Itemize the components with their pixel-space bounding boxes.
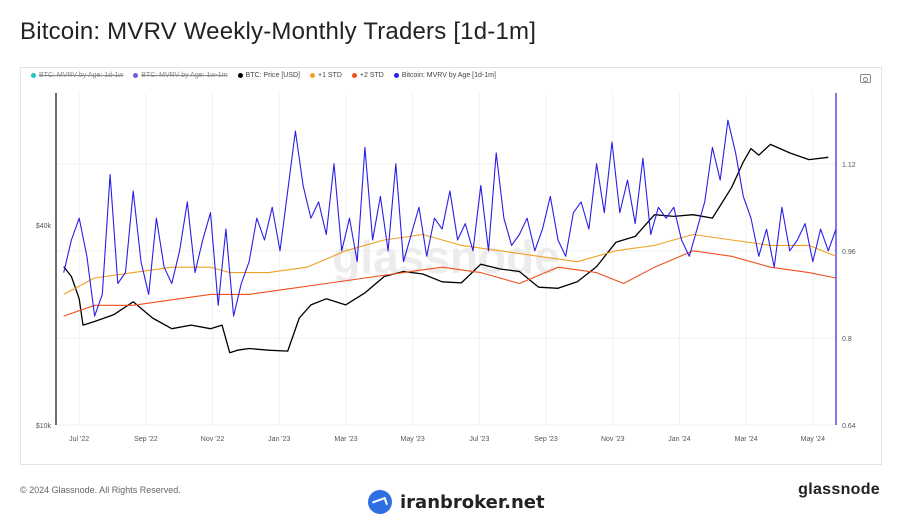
glassnode-logo-text: glassnode [798, 481, 880, 498]
x-tick-label: Jul '22 [69, 436, 89, 443]
legend-label: +1 STD [317, 72, 342, 79]
x-tick-label: May '23 [401, 436, 425, 443]
legend-dot-icon [237, 73, 243, 78]
page-title: Bitcoin: MVRV Weekly-Monthly Traders [1d… [20, 18, 537, 45]
center-brand[interactable]: iranbroker.net [368, 490, 545, 514]
chart-svg: Jul '22 Sep '22 Nov '22 Jan '23 Mar '23 May '… [36, 93, 856, 443]
y-left-tick-label: $10k [36, 423, 52, 430]
y-left-tick-label: $40k [36, 223, 52, 230]
broker-logo-icon [368, 490, 392, 514]
x-tick-label: Jan '24 [668, 436, 690, 443]
legend-dot-icon [309, 73, 315, 78]
series-line-2 [63, 250, 837, 317]
x-tick-label: Jan '23 [268, 436, 290, 443]
legend-label: BTC: MVRV by Age: 1w-1m [141, 72, 228, 79]
x-tick-label: Mar '23 [334, 436, 357, 443]
legend-item-4[interactable]: +2 STD [351, 72, 384, 79]
broker-brand-text: iranbroker.net [400, 491, 545, 513]
legend-dot-icon [351, 73, 357, 78]
legend-dot-icon [393, 73, 399, 78]
legend-item-1[interactable]: BTC: MVRV by Age: 1w-1m [133, 72, 228, 79]
series-line-3 [63, 119, 837, 317]
x-tick-label: Mar '24 [735, 436, 758, 443]
x-tick-label: Sep '22 [134, 436, 158, 443]
legend-label: BTC: Price [USD] [245, 72, 300, 79]
x-tick-label: Nov '22 [201, 436, 225, 443]
y-right-tick-label: 0.96 [842, 249, 856, 256]
legend-item-5[interactable]: Bitcoin: MVRV by Age [1d-1m] [393, 72, 496, 79]
x-tick-label: May '24 [801, 436, 825, 443]
legend-dot-icon [133, 73, 139, 78]
x-tick-label: Sep '23 [534, 436, 558, 443]
copyright-text: © 2024 Glassnode. All Rights Reserved. [20, 485, 181, 495]
series-line-0 [63, 143, 829, 354]
legend-item-2[interactable]: BTC: Price [USD] [237, 72, 300, 79]
y-right-tick-label: 0.8 [842, 336, 852, 343]
chart-legend: BTC: MVRV by Age: 1d-1w BTC: MVRV by Age:… [31, 72, 496, 79]
chart-panel: BTC: MVRV by Age: 1d-1w BTC: MVRV by Age:… [20, 67, 882, 465]
y-right-tick-label: 0.64 [842, 423, 856, 430]
legend-item-3[interactable]: +1 STD [309, 72, 342, 79]
legend-label: BTC: MVRV by Age: 1d-1w [39, 72, 124, 79]
x-tick-label: Nov '23 [601, 436, 625, 443]
camera-icon[interactable] [860, 74, 871, 83]
y-right-tick-label: 1.12 [842, 162, 856, 169]
watermark-text: glassnode [332, 231, 560, 283]
x-tick-label: Jul '23 [469, 436, 489, 443]
legend-label: +2 STD [359, 72, 384, 79]
series-line-1 [63, 233, 837, 295]
legend-label: Bitcoin: MVRV by Age [1d-1m] [401, 72, 496, 79]
legend-item-0[interactable]: BTC: MVRV by Age: 1d-1w [31, 72, 123, 79]
legend-dot-icon [31, 73, 36, 78]
